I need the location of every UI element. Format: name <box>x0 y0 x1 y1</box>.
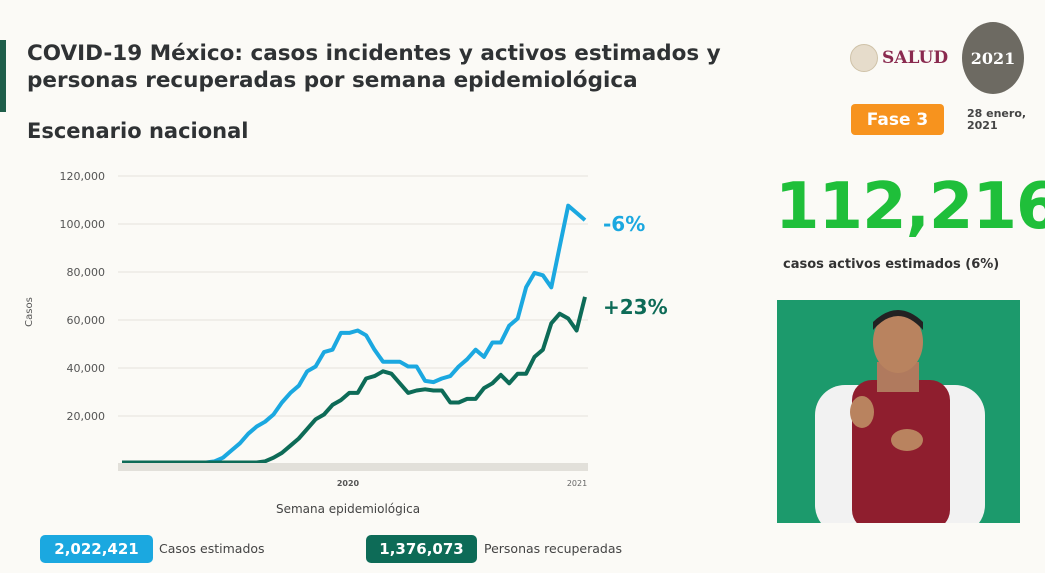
y-tick-label: 40,000 <box>67 362 106 375</box>
y-axis-label: Casos <box>24 297 35 327</box>
total-recovered-label: Personas recuperadas <box>484 541 623 556</box>
date-label: 28 enero, 2021 <box>967 107 1027 132</box>
x-group-label-2021: 2021 <box>567 479 587 488</box>
total-cases-label: Casos estimados <box>159 541 265 556</box>
phase-badge: Fase 3 <box>851 104 944 135</box>
sign-language-video <box>777 300 1020 523</box>
y-tick-label: 20,000 <box>67 410 106 423</box>
accent-bar <box>0 40 6 112</box>
x-axis-band <box>118 463 588 471</box>
x-axis-label: Semana epidemiológica <box>276 502 420 516</box>
y-tick-label: 60,000 <box>67 314 106 327</box>
interpreter-figure <box>815 310 985 523</box>
series-end-label-recovered: +23% <box>603 295 668 319</box>
series-end-label-cases: -6% <box>603 212 645 236</box>
seal-icon <box>850 44 878 72</box>
page-title: COVID-19 México: casos incidentes y acti… <box>27 41 721 93</box>
y-tick-label: 120,000 <box>60 170 106 183</box>
total-recovered-badge: 1,376,073 <box>366 535 477 563</box>
y-tick-label: 80,000 <box>67 266 106 279</box>
series-line-1 <box>122 296 587 465</box>
chart: 20,000 40,000 60,000 80,000 100,000 120,000 2… <box>24 170 668 516</box>
year-2021-logo: 2021 <box>962 22 1024 94</box>
total-cases-badge: 2,022,421 <box>40 535 153 563</box>
y-tick-label: 100,000 <box>60 218 106 231</box>
page-subtitle: Escenario nacional <box>27 119 249 143</box>
salud-logo: SALUD <box>850 44 948 72</box>
x-group-label-2020: 2020 <box>337 479 360 488</box>
active-cases-label: casos activos estimados (6%) <box>783 257 1000 272</box>
series-line-0 <box>122 203 587 465</box>
active-cases-value: 112,216 <box>775 170 1045 244</box>
